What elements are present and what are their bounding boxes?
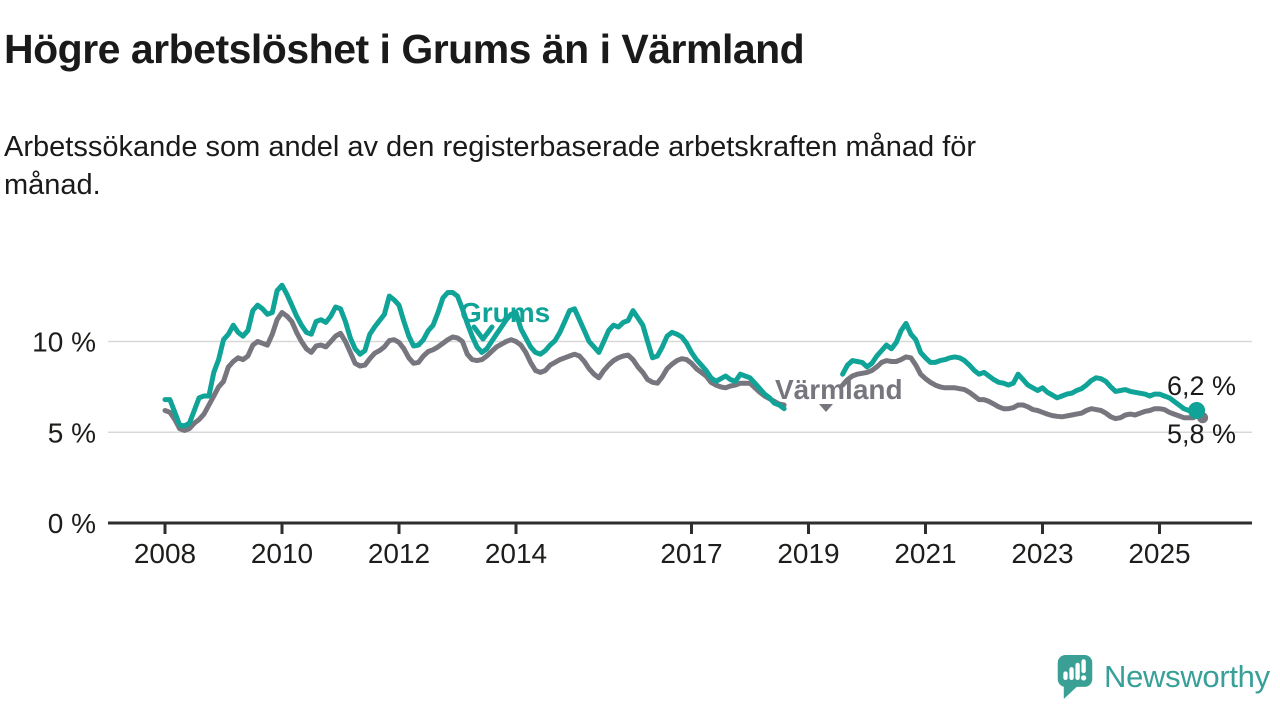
subtitle-line-1: Arbetssökande som andel av den registerb… — [4, 131, 977, 163]
series-label-grums: Grums — [460, 297, 551, 328]
end-value-label-varmland: 5,8 % — [1167, 419, 1237, 449]
svg-text:2021: 2021 — [894, 538, 956, 569]
end-value-label-grums: 6,2 % — [1167, 371, 1237, 401]
page-title: Högre arbetslöshet i Grums än i Värmland — [4, 26, 805, 72]
chart-subtitle: Arbetssökande som andel av den registerb… — [4, 128, 976, 204]
svg-text:2017: 2017 — [660, 538, 722, 569]
newsworthy-logo: Newsworthy — [1056, 653, 1270, 701]
svg-text:2008: 2008 — [134, 538, 196, 569]
svg-text:5 %: 5 % — [48, 417, 96, 448]
subtitle-line-2: månad. — [4, 169, 101, 201]
svg-text:2012: 2012 — [368, 538, 430, 569]
svg-text:2014: 2014 — [485, 538, 547, 569]
svg-text:2010: 2010 — [251, 538, 313, 569]
brand-name: Newsworthy — [1104, 659, 1270, 694]
svg-text:10 %: 10 % — [32, 327, 96, 358]
svg-text:2019: 2019 — [777, 538, 839, 569]
svg-text:0 %: 0 % — [48, 508, 96, 539]
chart-bubble-icon — [1057, 654, 1093, 700]
svg-text:2023: 2023 — [1011, 538, 1073, 569]
series-label-varmland: Värmland — [775, 374, 903, 405]
svg-text:2025: 2025 — [1128, 538, 1190, 569]
